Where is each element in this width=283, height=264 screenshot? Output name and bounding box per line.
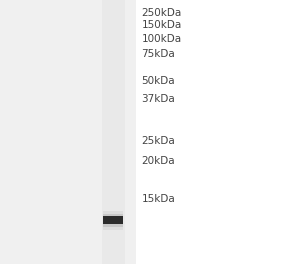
- Text: 50kDa: 50kDa: [142, 76, 175, 86]
- Bar: [102, 0, 125, 264]
- Text: 20kDa: 20kDa: [142, 156, 175, 166]
- Text: 15kDa: 15kDa: [142, 194, 175, 204]
- Bar: [103, 214, 123, 227]
- Bar: [103, 216, 123, 224]
- Bar: [103, 211, 123, 230]
- Text: 100kDa: 100kDa: [142, 34, 182, 44]
- Text: 37kDa: 37kDa: [142, 94, 175, 104]
- Bar: [0, 0, 136, 264]
- Text: 25kDa: 25kDa: [142, 136, 175, 146]
- Text: 75kDa: 75kDa: [142, 49, 175, 59]
- Text: 150kDa: 150kDa: [142, 20, 182, 30]
- Text: 250kDa: 250kDa: [142, 8, 182, 18]
